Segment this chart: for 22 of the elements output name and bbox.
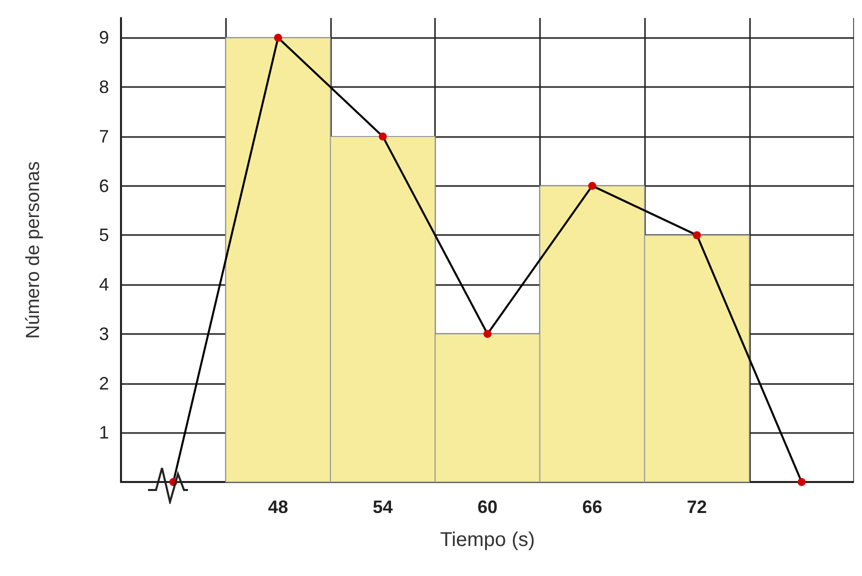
point — [692, 231, 701, 240]
point — [798, 478, 806, 486]
y-tick-label: 1 — [98, 422, 109, 443]
y-tick-label: 4 — [98, 274, 109, 295]
y-tick-label: 5 — [98, 225, 109, 246]
x-tick-label: 54 — [372, 497, 393, 517]
y-axis-title: Número de personas — [23, 161, 44, 339]
x-axis-title: Tiempo (s) — [440, 529, 535, 551]
x-tick-label: 60 — [477, 497, 498, 517]
y-tick-label: 2 — [98, 373, 109, 394]
x-tick-label: 72 — [686, 497, 707, 517]
point — [274, 34, 282, 42]
point — [378, 132, 387, 140]
point — [588, 182, 596, 190]
y-tick-label: 7 — [98, 126, 109, 146]
y-tick-label: 6 — [98, 176, 109, 196]
y-tick-label: 9 — [98, 28, 109, 48]
x-tick-label: 48 — [268, 497, 288, 517]
x-tick-label: 66 — [582, 497, 602, 517]
point — [484, 330, 492, 338]
y-tick-label: 8 — [98, 77, 109, 98]
y-tick-label: 3 — [98, 324, 109, 344]
